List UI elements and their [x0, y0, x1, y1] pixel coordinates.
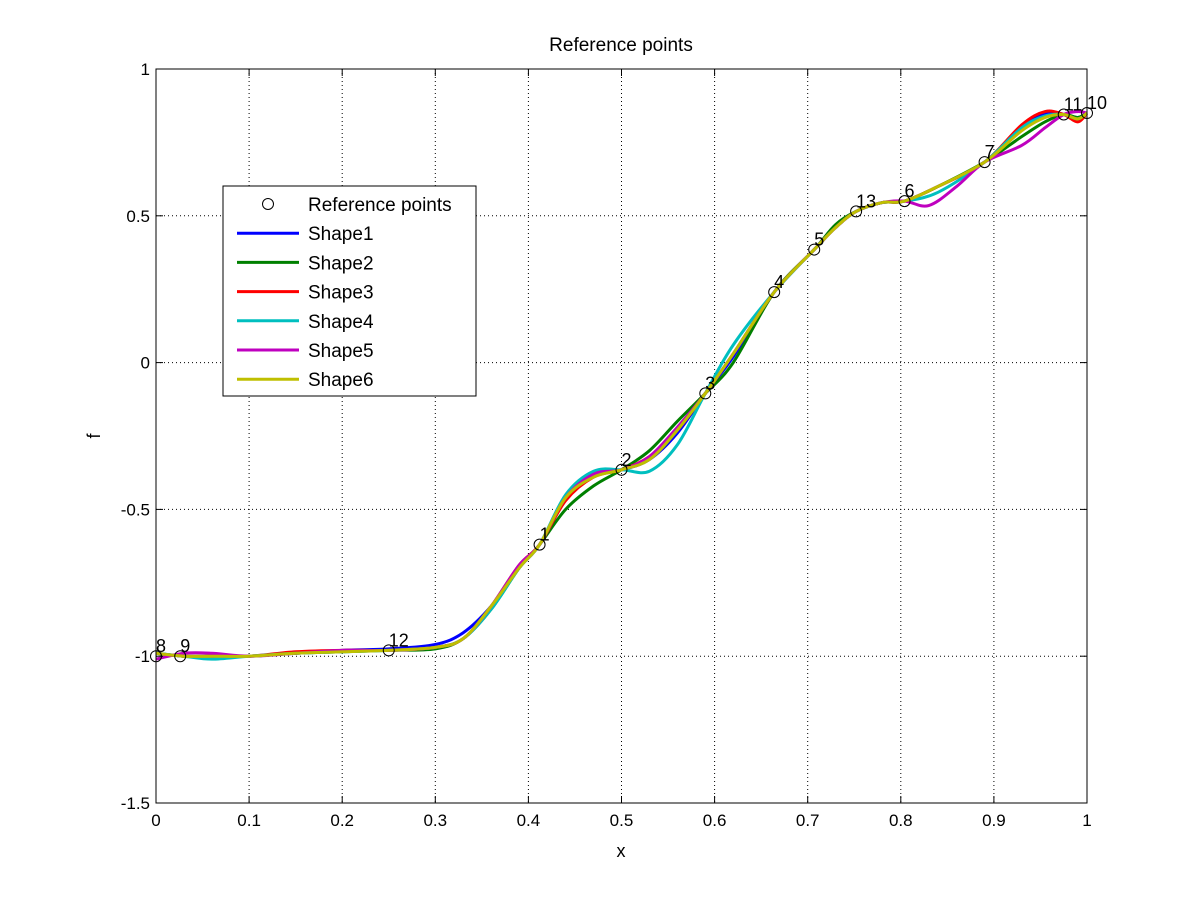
reference-point-marker — [699, 387, 712, 400]
y-tick-label: 0 — [141, 354, 150, 373]
x-tick-label: 0 — [151, 811, 160, 830]
reference-point-marker — [533, 538, 546, 551]
x-tick-label: 0.5 — [610, 811, 634, 830]
reference-point-marker — [382, 644, 395, 657]
x-tick-label: 0.3 — [423, 811, 447, 830]
x-tick-label: 0.6 — [703, 811, 727, 830]
reference-point-label: 11 — [1064, 95, 1083, 115]
x-tick-label: 0.9 — [982, 811, 1006, 830]
reference-point-label: 8 — [156, 636, 166, 656]
ticks: 0 0.1 0.2 0.3 0.4 0.5 0.6 0.7 0.8 0.9 110.50-0.5-1… — [121, 60, 1092, 830]
reference-point-label: 1 — [540, 525, 550, 545]
reference-point-label: 4 — [774, 272, 784, 292]
x-tick-label: 0.8 — [889, 811, 913, 830]
x-tick-label: 0.1 — [237, 811, 261, 830]
reference-point-label: 10 — [1087, 93, 1107, 113]
reference-point-marker — [1057, 108, 1070, 121]
y-tick-label: -1.5 — [121, 794, 150, 813]
y-tick-label: -1 — [135, 647, 150, 666]
legend-label: Shape6 — [308, 370, 374, 391]
reference-point-label: 7 — [985, 142, 995, 162]
legend-label: Shape4 — [308, 312, 374, 333]
x-tick-label: 1 — [1082, 811, 1091, 830]
reference-point-marker — [768, 286, 781, 299]
reference-point-label: 9 — [180, 636, 190, 656]
legend-label: Shape2 — [308, 253, 374, 274]
reference-point-marker — [850, 205, 863, 218]
reference-point-marker — [615, 463, 628, 476]
legend: Reference points Shape1 Shape2 Shape3 Shape4… — [222, 185, 477, 397]
y-axis-label: f — [84, 433, 104, 439]
reference-point-label: 3 — [705, 373, 715, 393]
y-tick-label: 0.5 — [126, 207, 150, 226]
x-tick-label: 0.7 — [796, 811, 820, 830]
reference-point-label: 2 — [622, 450, 632, 470]
legend-reference-marker — [262, 198, 274, 210]
chart-title: Reference points — [549, 35, 693, 56]
axes-background — [156, 69, 1087, 803]
reference-point-marker — [978, 156, 991, 169]
x-tick-label: 0.2 — [330, 811, 354, 830]
reference-point-label: 6 — [905, 181, 915, 201]
reference-point-marker — [174, 650, 187, 663]
reference-point-marker — [808, 243, 821, 256]
reference-point-marker — [898, 195, 911, 208]
legend-label: Shape3 — [308, 283, 374, 304]
reference-point-label: 5 — [814, 230, 824, 250]
x-tick-label: 0.4 — [517, 811, 541, 830]
reference-point-label: 12 — [389, 630, 409, 650]
reference-point-label: 13 — [856, 191, 876, 211]
y-tick-label: -0.5 — [121, 500, 150, 519]
legend-label: Shape1 — [308, 224, 374, 245]
legend-label: Shape5 — [308, 341, 374, 362]
x-axis-label: x — [617, 841, 626, 861]
y-tick-label: 1 — [141, 60, 150, 79]
legend-label: Reference points — [308, 195, 452, 216]
